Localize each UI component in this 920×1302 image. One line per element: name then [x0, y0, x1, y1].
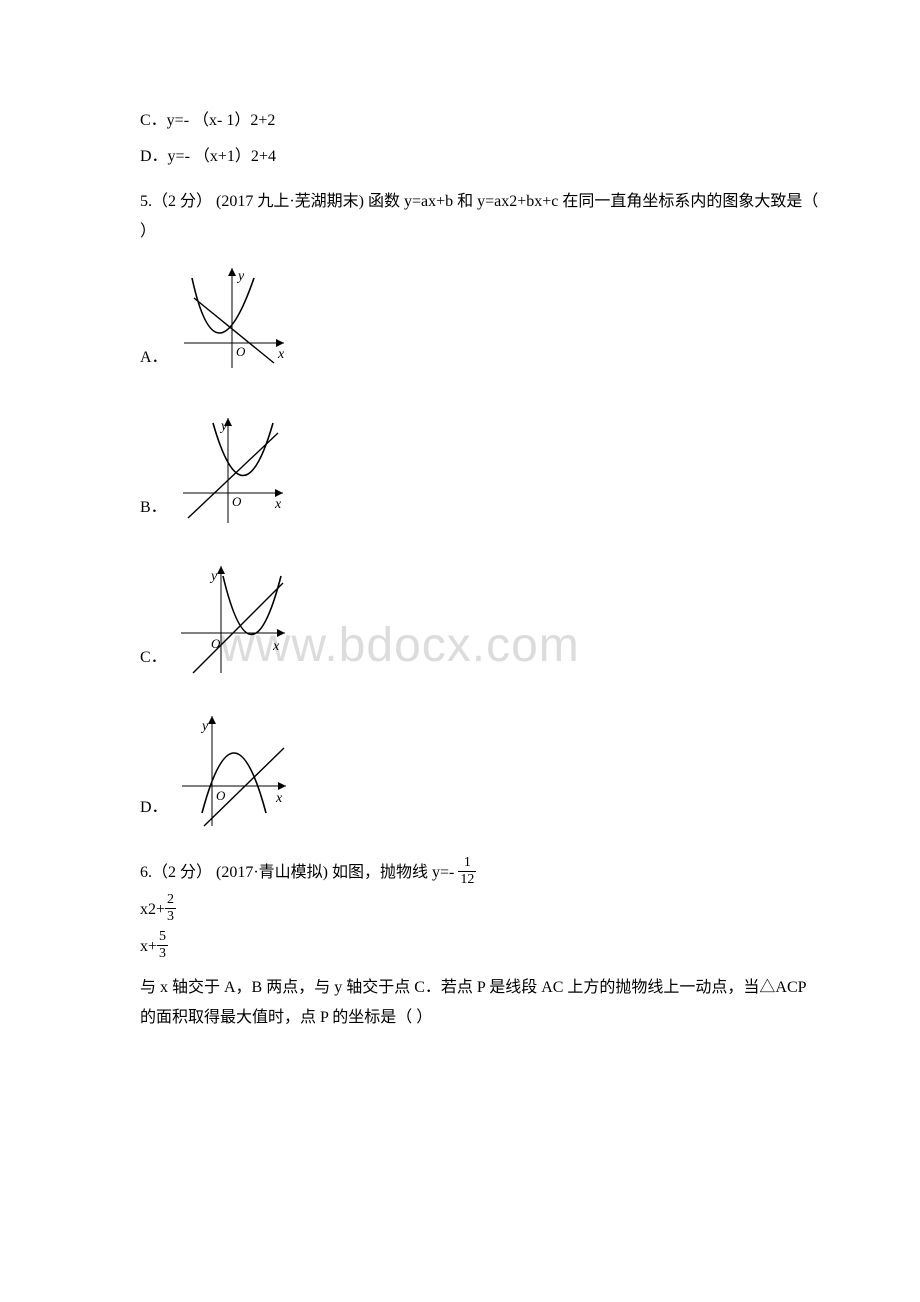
fraction-5-3: 5 3	[157, 930, 168, 961]
graph-d: y x O	[174, 708, 294, 828]
svg-text:x: x	[274, 497, 282, 512]
question-6-tail: 与 x 轴交于 A，B 两点，与 y 轴交于点 C．若点 P 是线段 AC 上方…	[100, 973, 820, 1034]
option-d-text: D．y=‐ （x+1）2+4	[100, 142, 820, 172]
option-label-b: B．	[140, 493, 167, 527]
svg-text:y: y	[200, 719, 209, 734]
svg-text:O: O	[232, 494, 242, 509]
q5-option-c: C． y x O www.bdocx.com	[100, 558, 820, 678]
origin-label: O	[236, 344, 246, 359]
q5-option-a: A． y x O	[100, 258, 820, 378]
fraction-1-12: 1 12	[458, 856, 476, 887]
svg-text:y: y	[219, 419, 228, 434]
q5-option-b: B． y x O	[100, 408, 820, 528]
graph-a: y x O	[174, 258, 294, 378]
option-c-text: C．y=‐ （x‐ 1）2+2	[100, 106, 820, 136]
svg-text:x: x	[272, 639, 280, 654]
axis-x-label: x	[277, 347, 285, 362]
q5-option-d: D． y x O	[100, 708, 820, 828]
svg-text:O: O	[216, 788, 226, 803]
svg-text:O: O	[211, 636, 221, 651]
document-page: C．y=‐ （x‐ 1）2+2 D．y=‐ （x+1）2+4 5.（2 分） (…	[0, 0, 920, 1099]
q6-x2: x2+	[140, 901, 165, 918]
question-6-line2: x2+ 2 3	[100, 895, 820, 926]
option-label-a: A．	[140, 343, 168, 377]
graph-b: y x O	[173, 408, 293, 528]
question-6-line1: 6.（2 分） (2017·青山模拟) 如图，抛物线 y=‐ 1 12	[100, 858, 820, 889]
graph-c: y x O	[173, 558, 293, 678]
axis-y-label: y	[236, 269, 245, 284]
svg-text:x: x	[275, 791, 283, 806]
q6-x: x+	[140, 938, 157, 955]
option-label-d: D．	[140, 793, 168, 827]
svg-text:y: y	[209, 569, 218, 584]
fraction-2-3: 2 3	[165, 893, 176, 924]
option-label-c: C．	[140, 643, 167, 677]
question-5-text: 5.（2 分） (2017 九上·芜湖期末) 函数 y=ax+b 和 y=ax2…	[140, 193, 818, 240]
q6-prefix: 6.（2 分） (2017·青山模拟) 如图，抛物线 y=‐	[140, 864, 458, 881]
question-6-line3: x+ 5 3	[100, 932, 820, 963]
